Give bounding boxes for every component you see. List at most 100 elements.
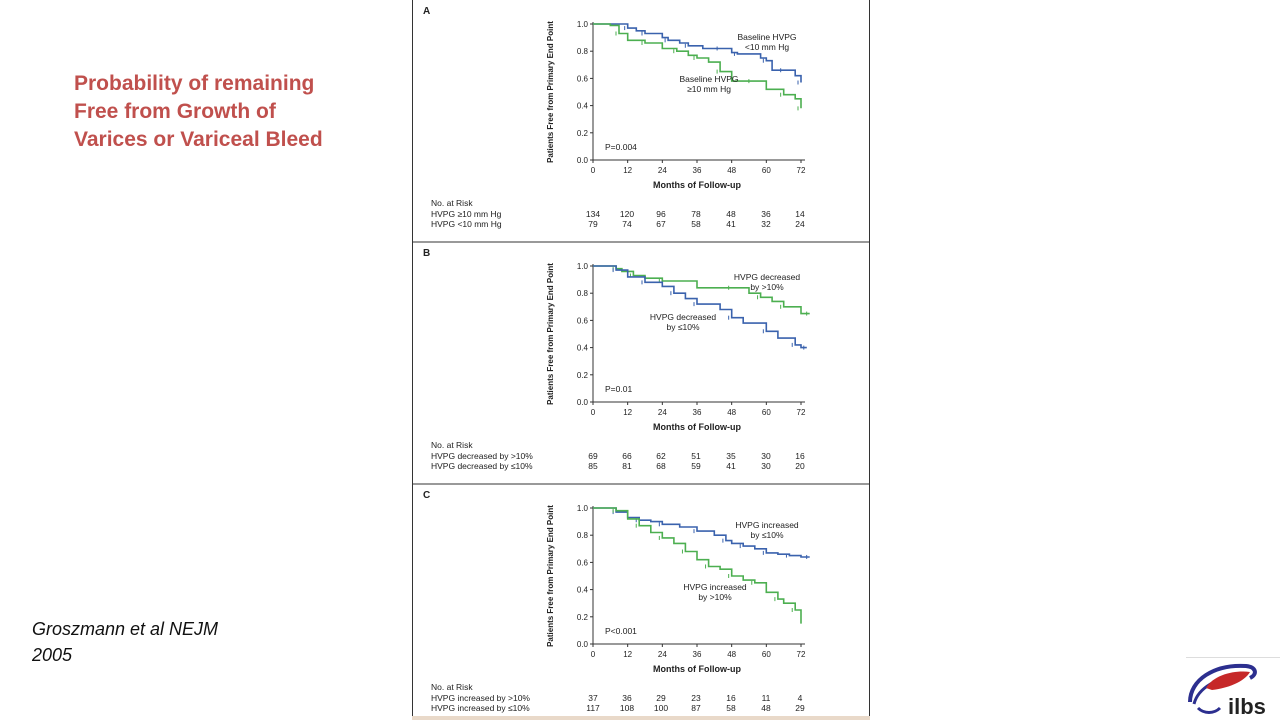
y-tick-label: 1.0 (577, 20, 589, 29)
y-axis-label: Patients Free from Primary End Point (546, 21, 555, 163)
panel-letter: C (423, 490, 430, 501)
curve-annotation: ≥10 mm Hg (687, 84, 731, 94)
risk-value: 36 (761, 209, 771, 219)
x-tick-label: 36 (693, 166, 702, 175)
km-curve-1 (593, 265, 810, 315)
x-tick-label: 60 (762, 166, 771, 175)
x-axis-label: Months of Follow-up (653, 664, 741, 674)
risk-value: 74 (622, 219, 632, 229)
risk-value: 36 (622, 693, 632, 703)
risk-value: 41 (726, 461, 736, 471)
slide-title-line: Probability of remaining (74, 72, 315, 95)
x-tick-label: 48 (727, 650, 736, 659)
risk-value: 35 (726, 451, 736, 461)
risk-value: 117 (586, 703, 600, 713)
x-tick-label: 60 (762, 650, 771, 659)
curve-annotation: by >10% (750, 282, 784, 292)
x-tick-label: 0 (591, 650, 596, 659)
km-curve-2 (593, 507, 802, 624)
y-tick-label: 1.0 (577, 504, 589, 513)
risk-value: 23 (691, 693, 701, 703)
x-tick-label: 0 (591, 166, 596, 175)
x-tick-label: 72 (797, 650, 806, 659)
risk-value: 66 (622, 451, 632, 461)
risk-row-label: HVPG increased by >10% (431, 693, 530, 703)
y-tick-label: 0.2 (577, 129, 589, 138)
logo-text: ilbs (1228, 694, 1266, 719)
risk-value: 79 (588, 219, 598, 229)
y-tick-label: 0.2 (577, 371, 589, 380)
risk-value: 58 (726, 703, 736, 713)
x-tick-label: 48 (727, 166, 736, 175)
y-tick-label: 1.0 (577, 262, 589, 271)
risk-value: 62 (656, 451, 666, 461)
risk-row-label: HVPG decreased by >10% (431, 451, 533, 461)
y-tick-label: 0.6 (577, 316, 589, 325)
panel-letter: B (423, 248, 430, 259)
y-axis-label: Patients Free from Primary End Point (546, 263, 555, 405)
risk-value: 29 (656, 693, 666, 703)
citation-line: Groszmann et al NEJM (32, 619, 219, 639)
curve-annotation: HVPG increased (683, 582, 747, 592)
panel-a: A 0.0 0.2 0.4 0.6 0.8 1.0 0 12 24 36 48 60 72 Months o… (423, 6, 806, 229)
ilbs-logo-icon: ilbs (1188, 663, 1266, 719)
y-tick-label: 0.2 (577, 613, 589, 622)
curve-annotation: <10 mm Hg (745, 42, 789, 52)
curve-annotation: HVPG decreased (650, 312, 716, 322)
risk-value: 30 (761, 451, 771, 461)
risk-value: 87 (691, 703, 701, 713)
x-axis-label: Months of Follow-up (653, 422, 741, 432)
risk-value: 100 (654, 703, 668, 713)
risk-value: 67 (656, 219, 666, 229)
x-tick-label: 60 (762, 408, 771, 417)
km-curve-2 (593, 23, 802, 109)
risk-value: 108 (620, 703, 634, 713)
slide-title-line: Free from Growth of (74, 100, 276, 123)
slide-title-line: Varices or Variceal Bleed (74, 128, 323, 151)
km-curve-1 (593, 507, 810, 558)
x-tick-label: 48 (727, 408, 736, 417)
panel-letter: A (423, 6, 430, 17)
citation-line: 2005 (32, 645, 73, 665)
y-tick-label: 0.8 (577, 531, 589, 540)
curve-annotation: by >10% (698, 592, 732, 602)
curve-annotation: Baseline HVPG (737, 32, 796, 42)
p-value: P<0.001 (605, 626, 637, 636)
risk-value: 51 (691, 451, 701, 461)
ilbs-logo: ilbs (1184, 658, 1280, 720)
risk-table-title: No. at Risk (431, 440, 473, 450)
x-tick-label: 12 (623, 408, 632, 417)
risk-value: 48 (726, 209, 736, 219)
y-tick-label: 0.0 (577, 640, 589, 649)
risk-row-label: HVPG ≥10 mm Hg (431, 209, 502, 219)
x-tick-label: 36 (693, 408, 702, 417)
risk-value: 58 (691, 219, 701, 229)
slide-title: Probability of remaining Free from Growt… (74, 70, 374, 154)
x-tick-label: 24 (658, 650, 667, 659)
x-tick-label: 72 (797, 166, 806, 175)
risk-value: 48 (761, 703, 771, 713)
y-tick-label: 0.0 (577, 398, 589, 407)
risk-value: 4 (798, 693, 803, 703)
risk-row-label: HVPG <10 mm Hg (431, 219, 502, 229)
p-value: P=0.004 (605, 142, 637, 152)
risk-row-label: HVPG increased by ≤10% (431, 703, 530, 713)
x-tick-label: 24 (658, 166, 667, 175)
risk-value: 30 (761, 461, 771, 471)
y-tick-label: 0.8 (577, 47, 589, 56)
x-tick-label: 24 (658, 408, 667, 417)
citation: Groszmann et al NEJM 2005 (32, 616, 218, 668)
risk-table-title: No. at Risk (431, 682, 473, 692)
logo-divider (1186, 657, 1280, 658)
x-axis-label: Months of Follow-up (653, 180, 741, 190)
km-curve-1 (593, 23, 802, 83)
curve-annotation: by ≤10% (750, 530, 783, 540)
risk-value: 29 (795, 703, 805, 713)
x-tick-label: 12 (623, 166, 632, 175)
risk-value: 41 (726, 219, 736, 229)
risk-value: 16 (726, 693, 736, 703)
panel-c: C 0.0 0.2 0.4 0.6 0.8 1.0 0 12 24 36 48 60 72 Months o… (413, 483, 869, 713)
panel-b: B 0.0 0.2 0.4 0.6 0.8 1.0 0 12 24 36 48 60 72 Months o… (413, 241, 869, 471)
risk-value: 59 (691, 461, 701, 471)
risk-value: 24 (795, 219, 805, 229)
